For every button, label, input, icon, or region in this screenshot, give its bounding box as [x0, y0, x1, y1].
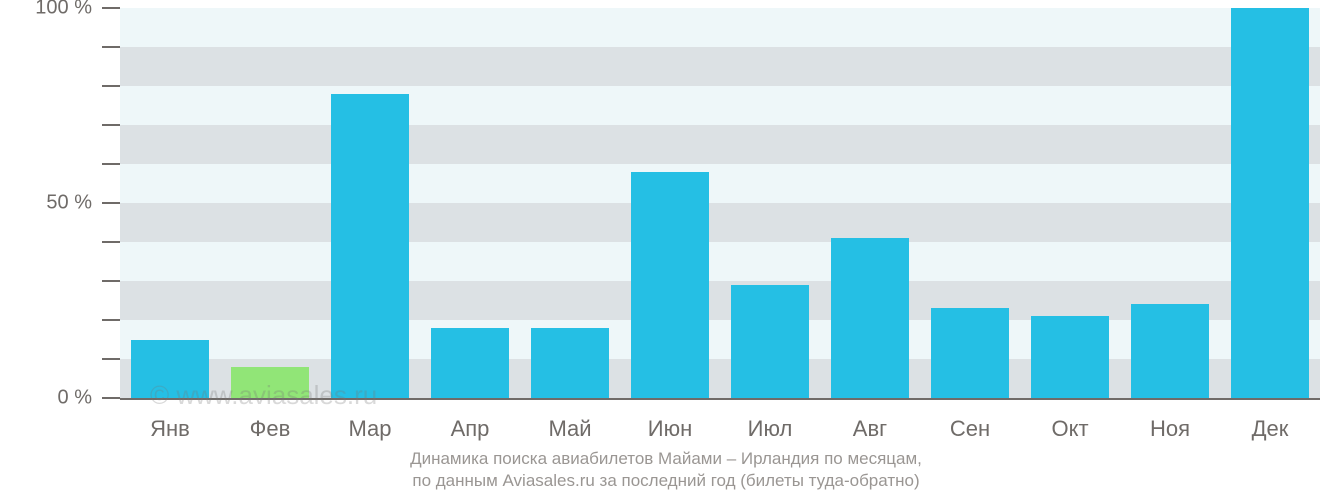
- y-tick-mark: [102, 46, 120, 48]
- bar: [631, 172, 709, 398]
- y-tick-mark: [102, 202, 120, 204]
- x-axis-tick-label: Май: [548, 416, 591, 442]
- grid-band: [120, 203, 1320, 242]
- monthly-search-bar-chart: © www.aviasales.ru Динамика поиска авиаб…: [0, 0, 1332, 502]
- x-axis-tick-label: Фев: [250, 416, 291, 442]
- y-tick-mark: [102, 319, 120, 321]
- chart-caption: Динамика поиска авиабилетов Майами – Ирл…: [0, 448, 1332, 492]
- y-tick-mark: [102, 163, 120, 165]
- y-axis-tick-label: 100 %: [0, 0, 92, 20]
- grid-band: [120, 164, 1320, 203]
- plot-area: [120, 8, 1320, 398]
- y-tick-mark: [102, 358, 120, 360]
- grid-band: [120, 242, 1320, 281]
- bar: [531, 328, 609, 398]
- bar: [331, 94, 409, 398]
- x-axis-tick-label: Янв: [150, 416, 190, 442]
- bar: [431, 328, 509, 398]
- chart-caption-line-1: Динамика поиска авиабилетов Майами – Ирл…: [0, 448, 1332, 470]
- y-axis-tick-label: 0 %: [0, 387, 92, 410]
- x-axis-tick-label: Дек: [1252, 416, 1289, 442]
- x-axis-tick-label: Июл: [748, 416, 793, 442]
- x-axis-line: [120, 398, 1320, 400]
- bar: [931, 308, 1009, 398]
- bar: [731, 285, 809, 398]
- y-tick-mark: [102, 397, 120, 399]
- y-axis-tick-label: 50 %: [0, 192, 92, 215]
- x-axis-tick-label: Авг: [853, 416, 887, 442]
- x-axis-tick-label: Апр: [451, 416, 490, 442]
- bar: [231, 367, 309, 398]
- grid-band: [120, 86, 1320, 125]
- bar: [1231, 8, 1309, 398]
- y-tick-mark: [102, 241, 120, 243]
- x-axis-tick-label: Ноя: [1150, 416, 1190, 442]
- y-tick-mark: [102, 124, 120, 126]
- chart-caption-line-2: по данным Aviasales.ru за последний год …: [0, 470, 1332, 492]
- x-axis-tick-label: Июн: [648, 416, 692, 442]
- bar: [131, 340, 209, 399]
- grid-band: [120, 125, 1320, 164]
- x-axis-tick-label: Сен: [950, 416, 990, 442]
- grid-band: [120, 8, 1320, 47]
- y-tick-mark: [102, 7, 120, 9]
- y-tick-mark: [102, 85, 120, 87]
- bar: [1131, 304, 1209, 398]
- grid-band: [120, 47, 1320, 86]
- bar: [831, 238, 909, 398]
- x-axis-tick-label: Окт: [1051, 416, 1088, 442]
- x-axis-tick-label: Мар: [348, 416, 391, 442]
- bar: [1031, 316, 1109, 398]
- y-tick-mark: [102, 280, 120, 282]
